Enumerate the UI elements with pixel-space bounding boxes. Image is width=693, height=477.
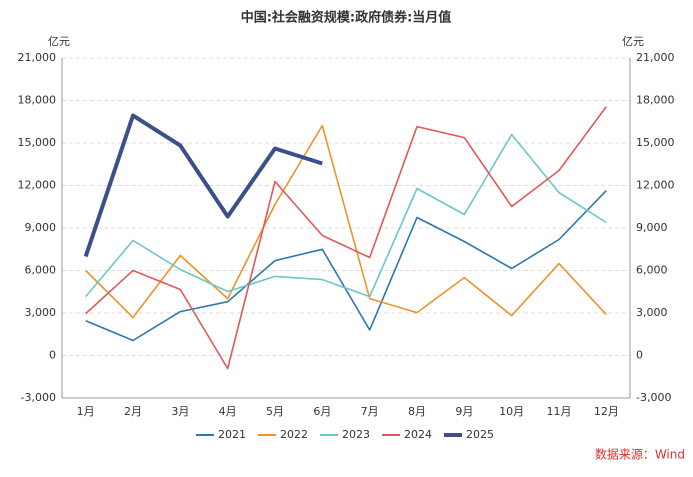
y-tick-label: 6,000 xyxy=(25,264,57,277)
y-axis-unit: 亿元 xyxy=(48,35,70,48)
y-tick-label: 12,000 xyxy=(18,179,57,192)
y2-tick-label: 21,000 xyxy=(636,51,675,64)
y2-axis-unit: 亿元 xyxy=(622,35,644,48)
series-line xyxy=(85,190,607,342)
y-tick-label: -3,000 xyxy=(21,391,56,404)
x-tick-label: 5月 xyxy=(266,405,284,418)
y2-tick-label: 9,000 xyxy=(636,221,668,234)
y2-tick-label: 6,000 xyxy=(636,264,668,277)
series-line xyxy=(85,133,607,298)
y-tick-label: 3,000 xyxy=(25,306,57,319)
y-tick-label: 15,000 xyxy=(18,136,57,149)
legend-label: 2025 xyxy=(466,428,494,441)
x-tick-label: 7月 xyxy=(361,405,379,418)
legend-label: 2024 xyxy=(404,428,432,441)
x-tick-label: 1月 xyxy=(77,405,95,418)
y-tick-label: 9,000 xyxy=(25,221,57,234)
x-tick-label: 8月 xyxy=(408,405,426,418)
legend-label: 2022 xyxy=(280,428,308,441)
y2-tick-label: -3,000 xyxy=(636,391,671,404)
y2-tick-label: 3,000 xyxy=(636,306,668,319)
y-tick-label: 18,000 xyxy=(18,94,57,107)
legend-label: 2023 xyxy=(342,428,370,441)
y2-tick-label: 18,000 xyxy=(636,94,675,107)
x-tick-label: 2月 xyxy=(124,405,142,418)
x-tick-label: 4月 xyxy=(219,405,237,418)
x-tick-label: 3月 xyxy=(171,405,189,418)
x-tick-label: 6月 xyxy=(313,405,331,418)
chart-title: 中国:社会融资规模:政府债券:当月值 xyxy=(241,10,452,26)
legend-label: 2021 xyxy=(218,428,246,441)
x-tick-label: 11月 xyxy=(547,405,572,418)
y2-tick-label: 15,000 xyxy=(636,136,675,149)
y2-tick-label: 12,000 xyxy=(636,179,675,192)
series-line xyxy=(85,124,607,319)
y-tick-label: 0 xyxy=(49,349,56,362)
y-tick-label: 21,000 xyxy=(18,51,57,64)
x-tick-label: 9月 xyxy=(455,405,473,418)
series-line xyxy=(83,113,323,258)
series-line xyxy=(85,106,607,370)
y2-tick-label: 0 xyxy=(636,349,643,362)
x-tick-label: 10月 xyxy=(499,405,524,418)
source-note: 数据来源：Wind xyxy=(595,447,685,462)
x-tick-label: 12月 xyxy=(594,405,619,418)
